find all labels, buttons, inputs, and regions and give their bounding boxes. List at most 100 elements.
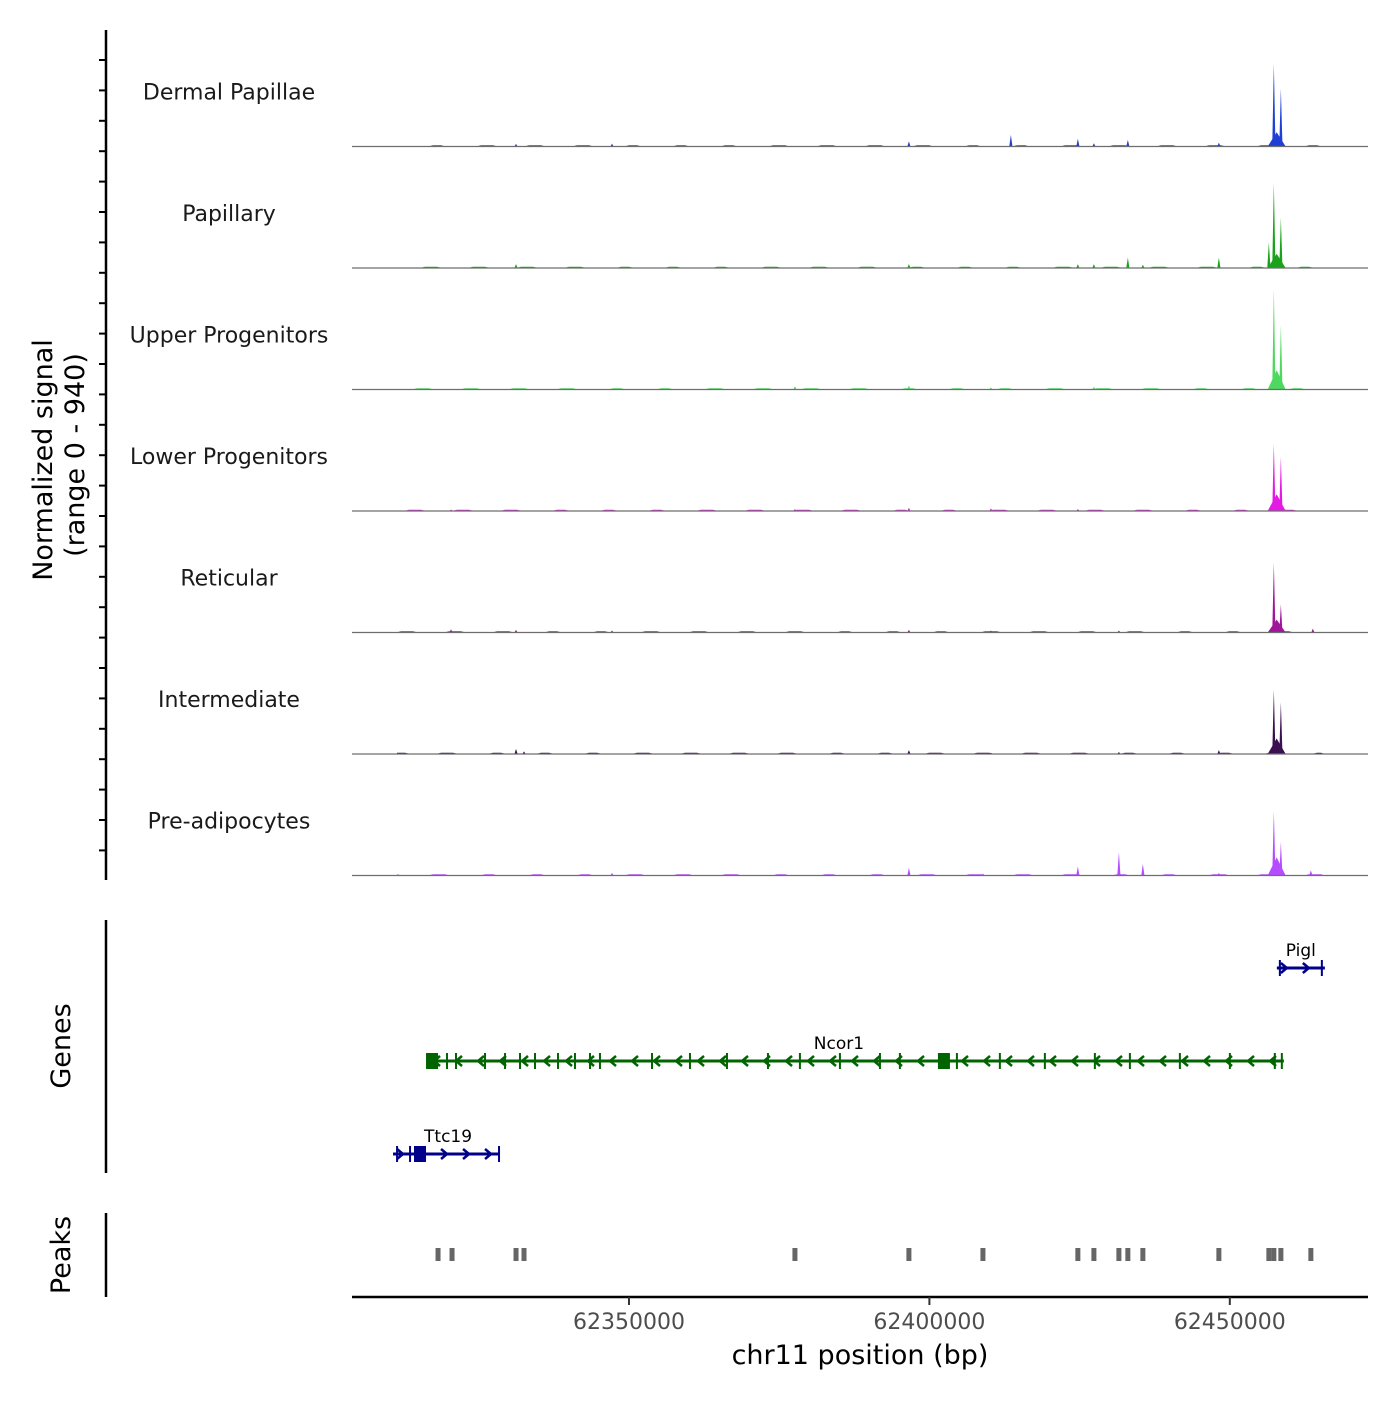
- peak-region: [1278, 1248, 1284, 1261]
- signal-peak: [1141, 264, 1145, 268]
- strand-chevron-icon: [564, 1055, 573, 1067]
- track-label: Intermediate: [158, 688, 300, 713]
- x-tick-label: 62400000: [873, 1310, 985, 1335]
- strand-chevron-icon: [652, 1055, 661, 1067]
- peak-region: [435, 1248, 441, 1261]
- signal-peak: [1076, 866, 1080, 876]
- exon: [484, 1053, 487, 1069]
- exon: [455, 1053, 458, 1069]
- signal-peak: [1267, 857, 1286, 876]
- signal-peak: [1272, 810, 1276, 876]
- peak-region: [1125, 1248, 1131, 1261]
- strand-chevron-icon: [1070, 1055, 1079, 1067]
- track-label: Reticular: [180, 567, 278, 592]
- strand-chevron-icon: [850, 1055, 859, 1067]
- strand-chevron-icon: [1004, 1055, 1013, 1067]
- exon: [998, 1053, 1001, 1069]
- x-tick-label: 62350000: [573, 1310, 685, 1335]
- strand-chevron-icon: [462, 1148, 471, 1160]
- strand-chevron-icon: [872, 1055, 881, 1067]
- signal-peak: [514, 629, 518, 633]
- signal-peak: [1092, 264, 1096, 268]
- strand-chevron-icon: [1246, 1055, 1255, 1067]
- signal-peak: [1279, 841, 1283, 876]
- track-papillary: Papillary: [182, 182, 1368, 269]
- exon: [878, 1053, 881, 1069]
- signal-peak: [1267, 494, 1286, 511]
- peak-region: [1091, 1248, 1097, 1261]
- strand-chevron-icon: [960, 1055, 969, 1067]
- exon: [1280, 1053, 1283, 1069]
- track-dermal-papillae: Dermal Papillae: [143, 63, 1368, 148]
- exon: [1178, 1053, 1181, 1069]
- strand-chevron-icon: [1048, 1055, 1057, 1067]
- strand-chevron-icon: [1114, 1055, 1123, 1067]
- signal-peak: [610, 143, 614, 147]
- signal-y-ticks: [99, 59, 106, 852]
- exon: [426, 1053, 439, 1069]
- exon: [534, 1053, 537, 1069]
- strand-chevron-icon: [1202, 1055, 1211, 1067]
- peak-region: [1116, 1248, 1122, 1261]
- signal-peak: [1217, 872, 1221, 876]
- strand-chevron-icon: [498, 1055, 507, 1067]
- track-reticular: Reticular: [180, 562, 1368, 634]
- strand-chevron-icon: [542, 1055, 551, 1067]
- peak-region: [513, 1248, 519, 1261]
- signal-peak: [1279, 604, 1283, 633]
- x-ticks: 62350000 62400000 62450000: [573, 1297, 1286, 1335]
- peak-region: [906, 1248, 912, 1261]
- gene-ttc19: Ttc19: [393, 1127, 501, 1162]
- strand-chevron-icon: [696, 1055, 705, 1067]
- exon: [688, 1053, 691, 1069]
- signal-peak: [1267, 619, 1286, 633]
- signal-peak: [1126, 257, 1130, 268]
- signal-peak: [907, 507, 911, 511]
- peak-region: [449, 1248, 455, 1261]
- signal-peak: [514, 264, 518, 268]
- signal-peak: [1267, 370, 1286, 390]
- exon: [1320, 960, 1323, 976]
- strand-chevron-icon: [1302, 962, 1311, 974]
- track-label: Papillary: [182, 202, 276, 227]
- track-upper-progenitors: Upper Progenitors: [130, 288, 1368, 391]
- strand-chevron-icon: [586, 1055, 595, 1067]
- signal-peak: [1279, 456, 1283, 511]
- strand-chevron-icon: [1180, 1055, 1189, 1067]
- signal-peak: [1217, 257, 1221, 268]
- y-axis-title-line2: (range 0 - 940): [60, 353, 91, 557]
- exon: [504, 1053, 507, 1069]
- strand-chevron-icon: [1158, 1055, 1167, 1067]
- strand-chevron-icon: [1136, 1055, 1145, 1067]
- signal-peak: [1279, 324, 1283, 390]
- strand-chevron-icon: [740, 1055, 749, 1067]
- exon: [1228, 1053, 1231, 1069]
- strand-chevron-icon: [608, 1055, 617, 1067]
- signal-peak: [1009, 134, 1013, 147]
- signal-peak: [1279, 702, 1283, 754]
- track-pre-adipocytes: Pre-adipocytes: [148, 810, 1368, 877]
- gene-label: Ncor1: [814, 1034, 864, 1054]
- signal-peak: [522, 751, 526, 754]
- signal-peak: [1267, 253, 1286, 268]
- gene-label: Ttc19: [423, 1127, 472, 1147]
- gene-label: Pigl: [1286, 941, 1316, 961]
- signal-peak: [907, 867, 911, 876]
- signal-peak: [1092, 386, 1096, 390]
- strand-chevron-icon: [484, 1148, 493, 1160]
- x-axis-title: chr11 position (bp): [732, 1340, 989, 1371]
- signal-peak: [1076, 138, 1080, 147]
- signal-peak: [449, 629, 453, 633]
- exon: [409, 1146, 412, 1162]
- peak-region: [980, 1248, 986, 1261]
- peak-region: [521, 1248, 527, 1261]
- signal-peak: [1272, 182, 1276, 268]
- peak-region: [1140, 1248, 1146, 1261]
- signal-peak: [1279, 217, 1283, 268]
- strand-chevron-icon: [806, 1055, 815, 1067]
- signal-peak: [1272, 562, 1276, 633]
- signal-peak: [1267, 738, 1286, 754]
- signal-peak: [907, 264, 911, 268]
- signal-peak: [1076, 264, 1080, 268]
